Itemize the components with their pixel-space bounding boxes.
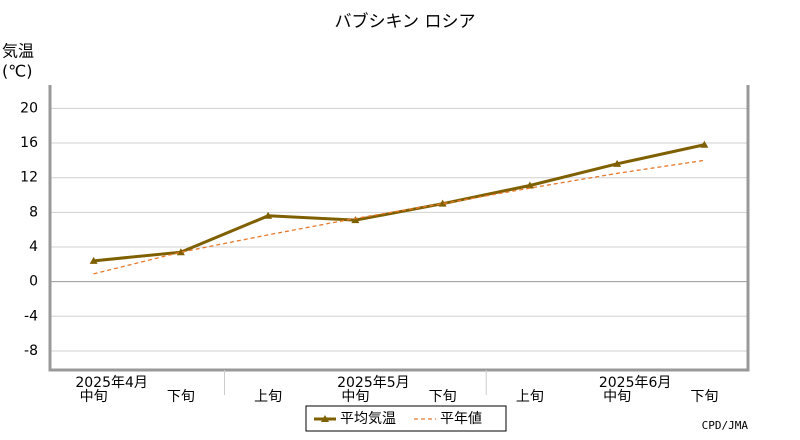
x-tick-label: 下旬: [167, 389, 195, 405]
y-tick-label: 16: [20, 135, 38, 151]
series-line: [93, 143, 705, 263]
y-unit: (℃): [2, 62, 32, 81]
point-marker: [264, 211, 273, 219]
x-tick-label: 上旬: [254, 389, 282, 405]
source: CPD/JMA: [702, 419, 749, 432]
point-marker: [351, 216, 360, 224]
month-label: 2025年6月: [599, 375, 672, 391]
y-tick-label: 0: [29, 274, 38, 290]
x-tick-label: 上旬: [516, 389, 544, 405]
x-tick-label: 中旬: [80, 389, 108, 405]
month-label: 2025年4月: [75, 375, 148, 391]
y-tick-label: -4: [24, 308, 38, 324]
point-marker: [700, 140, 709, 148]
x-tick-label: 中旬: [603, 389, 631, 405]
y-tick-label: 8: [29, 204, 38, 220]
y-tick-label: -8: [24, 343, 38, 359]
x-tick-label: 下旬: [429, 389, 457, 405]
point-marker: [176, 248, 185, 256]
y-label: 気温: [2, 42, 34, 61]
point-marker: [438, 199, 447, 207]
chart-title: バブシキン ロシア: [335, 11, 476, 32]
point-marker: [89, 256, 98, 264]
y-tick-label: 20: [20, 100, 38, 116]
legend-label: 平年値: [440, 411, 482, 427]
x-tick-label: 中旬: [341, 389, 369, 405]
axis-frame: [48, 85, 750, 372]
legend-label: 平均気温: [340, 411, 396, 427]
series-line: [93, 159, 705, 275]
y-tick-label: 12: [20, 170, 38, 186]
legend-box: [305, 405, 507, 432]
legend-marker: [321, 415, 329, 422]
point-marker: [525, 181, 534, 189]
x-tick-label: 下旬: [690, 389, 718, 405]
y-tick-label: 4: [29, 239, 38, 255]
point-marker: [613, 159, 622, 167]
month-label: 2025年5月: [337, 375, 410, 391]
